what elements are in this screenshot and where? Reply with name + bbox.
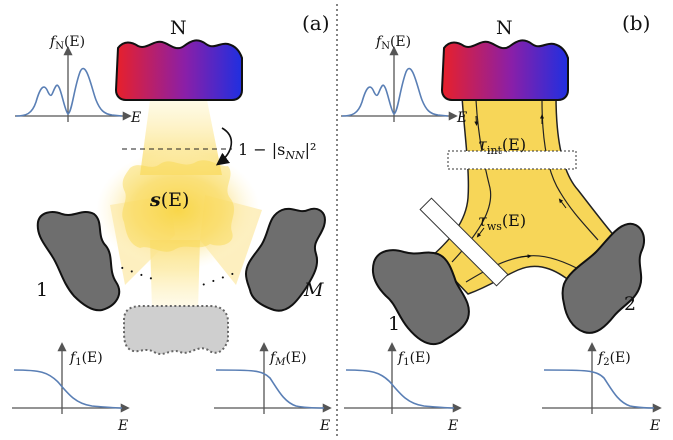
reflection-arrow (215, 127, 233, 166)
panel-a: (a) 1 − |sNN|² s(E) N 1 M · · · · · · · … (12, 11, 332, 434)
lead-2-b-label: 2 (624, 293, 636, 315)
transmission-label: 1 − |sNN|² (238, 140, 316, 162)
dist-top-b-label: fN(E) (375, 34, 411, 52)
flow-arrow-1 (474, 115, 479, 126)
panel-b: (b) τint(E) τws(E) N 1 2 (341, 11, 662, 434)
dist-right-a-curve (215, 369, 325, 409)
dist-left-a-label: f1(E) (69, 350, 103, 368)
lead-1-b-label: 1 (388, 313, 400, 335)
lead-1-label: 1 (36, 279, 48, 301)
panel-a-label: (a) (302, 11, 330, 35)
edge-channel-left (451, 99, 492, 263)
dist-left-b-curve (345, 369, 455, 409)
dist-left-b-label: f1(E) (397, 350, 431, 368)
reservoir-n (114, 39, 243, 101)
tau-ws-box (419, 197, 509, 287)
lead-2-b-reservoir (561, 222, 646, 334)
reservoir-n-b (440, 39, 569, 101)
dist-top-a-curve (15, 67, 123, 117)
lead-1-reservoir (36, 211, 121, 312)
dist-left-b-axis-label: E (447, 418, 458, 434)
flow-arrow-3 (476, 227, 485, 238)
tau-int-label: τint(E) (478, 135, 526, 157)
flow-arrow-5 (519, 254, 532, 259)
lead-1-b-reservoir (372, 249, 470, 346)
tau-int-box (447, 150, 577, 170)
dist-right-a: fM(E) E (214, 342, 332, 434)
dist-right-a-label: fM(E) (269, 350, 307, 368)
reservoir-n-label: N (170, 17, 187, 39)
dist-left-a-curve (13, 369, 123, 409)
reservoir-n-b-label: N (496, 17, 513, 39)
flow-arrow-4 (558, 198, 567, 209)
edge-channel-right (541, 99, 599, 241)
dist-right-b-curve (543, 369, 655, 409)
dist-left-b: f1(E) E (344, 342, 462, 434)
scattering-matrix-label: s(E) (149, 189, 189, 211)
dist-left-a-axis-label: E (117, 418, 128, 434)
panel-b-label: (b) (622, 11, 650, 35)
tau-ws-label: τws(E) (478, 211, 526, 233)
scattering-region (122, 160, 235, 252)
dist-top-a: fN(E) E (15, 34, 141, 126)
lead-inactive-reservoir (123, 305, 229, 355)
lead-m-label: M (303, 279, 324, 301)
dist-right-b-axis-label: E (649, 418, 660, 434)
dist-right-a-axis-label: E (319, 418, 330, 434)
dist-top-a-axis-label: E (130, 110, 141, 126)
dist-top-b-curve (341, 67, 449, 117)
dist-right-b: f2(E) E (542, 342, 662, 434)
dist-right-b-label: f2(E) (597, 350, 631, 368)
dist-left-a: f1(E) E (12, 342, 130, 434)
dist-top-b-axis-label: E (456, 110, 467, 126)
dist-top-b: fN(E) E (341, 34, 467, 126)
dots-right: · · · · (198, 264, 238, 294)
scattering-glow (96, 150, 260, 270)
lead-m-reservoir (244, 207, 326, 312)
dist-top-a-label: fN(E) (49, 34, 85, 52)
